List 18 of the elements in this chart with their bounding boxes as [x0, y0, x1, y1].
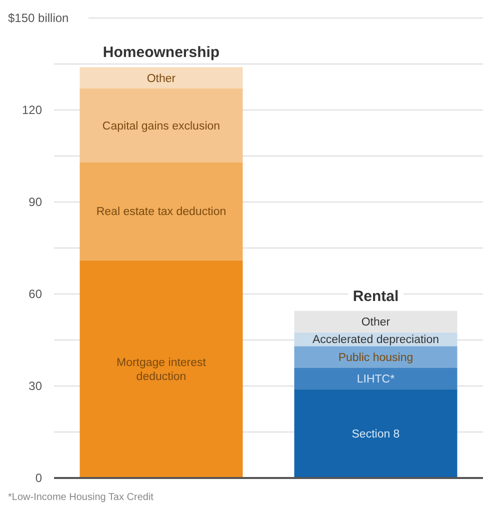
- series-label: Public housing: [338, 352, 414, 364]
- series-label: Capital gains exclusion: [102, 120, 220, 132]
- series-label: Mortgage interest deduction: [116, 357, 207, 384]
- y-tick-label: 60: [28, 287, 42, 301]
- series-label: Section 8: [352, 428, 400, 441]
- y-tick-label: $150 billion: [8, 11, 69, 25]
- series-label: Accelerated depreciation: [312, 334, 440, 346]
- text: *Low-Income Housing Tax Credit: [8, 492, 154, 503]
- series-label: Other: [146, 72, 176, 85]
- y-tick-label: 0: [35, 471, 42, 485]
- y-tick-label: 120: [22, 103, 42, 117]
- y-tick-label: 30: [28, 379, 42, 393]
- y-tick-label: 90: [28, 195, 42, 209]
- x-tick-label: Rental: [352, 288, 399, 305]
- series-label: Other: [361, 316, 390, 329]
- x-tick-label: Homeownership: [102, 44, 220, 62]
- series-label: Real estate tax deduction: [96, 206, 226, 218]
- series-label: LIHTC*: [356, 373, 396, 386]
